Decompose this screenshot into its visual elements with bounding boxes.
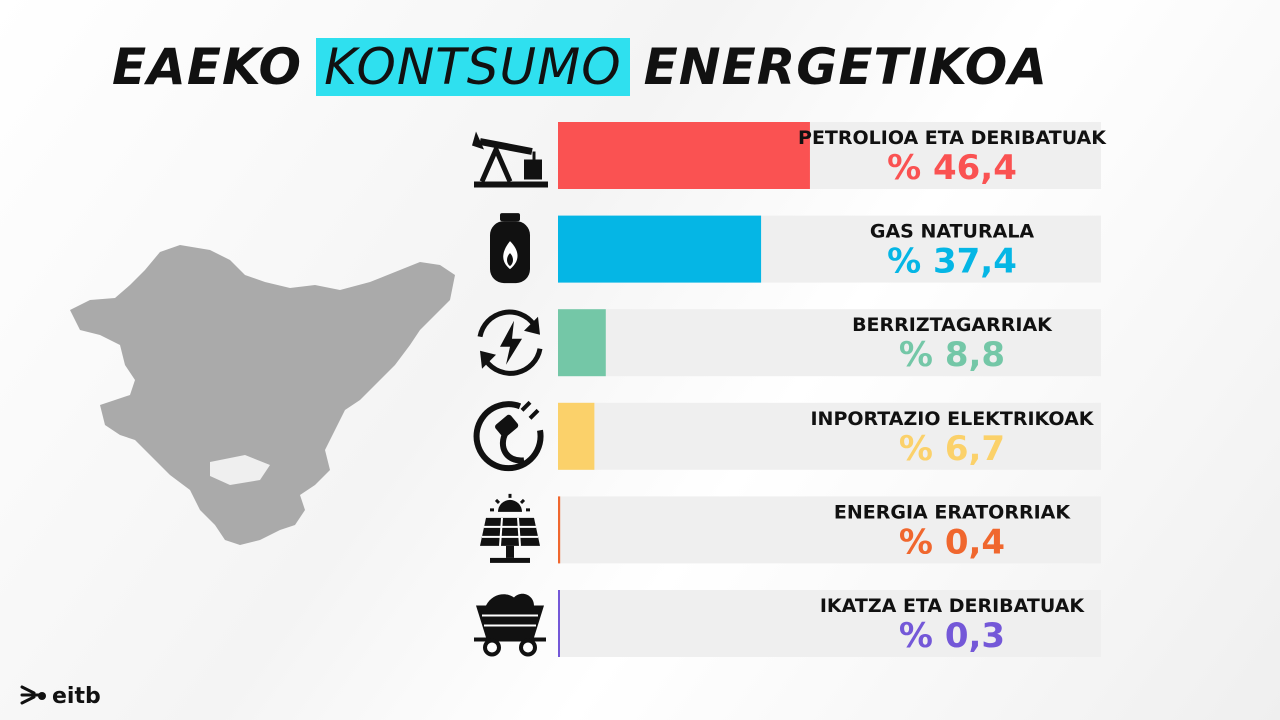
page-title: EAEKO KONTSUMO ENERGETIKOA <box>112 30 1048 104</box>
bar-value-label: % 37,4 <box>887 242 1017 282</box>
title-part-3: ENERGETIKOA <box>643 38 1048 96</box>
bar-category-label: INPORTAZIO ELEKTRIKOAK <box>810 408 1094 430</box>
bar-track <box>558 309 1101 377</box>
oil-pump-icon <box>472 131 548 188</box>
bar-category-label: IKATZA ETA DERIBATUAK <box>820 595 1086 617</box>
bar-row: IKATZA ETA DERIBATUAK% 0,3 <box>474 590 1101 657</box>
basque-country-map <box>70 245 455 545</box>
bar-row: GAS NATURALA% 37,4 <box>490 213 1101 284</box>
renewable-cycle-icon <box>477 309 543 376</box>
bar-track <box>558 496 1101 564</box>
eitb-logo-text: eitb <box>52 683 101 709</box>
bar-value-label: % 8,8 <box>899 335 1005 375</box>
bar-category-label: PETROLIOA ETA DERIBATUAK <box>798 127 1107 149</box>
map-enclave <box>210 455 270 485</box>
bar-category-label: GAS NATURALA <box>870 221 1035 243</box>
gas-cylinder-icon <box>490 213 530 284</box>
coal-cart-icon <box>474 593 546 657</box>
title-part-1: EAEKO <box>112 38 303 96</box>
bar-fill <box>558 402 595 470</box>
bar-value-label: % 0,4 <box>899 522 1005 562</box>
bar-category-label: ENERGIA ERATORRIAK <box>834 501 1071 523</box>
solar-panel-icon <box>480 493 540 563</box>
bar-row: INPORTAZIO ELEKTRIKOAK% 6,7 <box>473 400 1101 472</box>
bar-category-label: BERRIZTAGARRIAK <box>852 314 1053 336</box>
bar-track <box>558 402 1101 470</box>
bar-value-label: % 6,7 <box>899 429 1005 469</box>
eitb-logo-icon <box>20 685 46 705</box>
bar-fill <box>558 496 561 564</box>
title-part-2-highlight: KONTSUMO <box>316 38 630 96</box>
bar-value-label: % 0,3 <box>899 616 1005 656</box>
map-shape <box>70 245 455 545</box>
bar-row: BERRIZTAGARRIAK% 8,8 <box>477 309 1101 377</box>
bar-track <box>558 590 1101 657</box>
bar-fill <box>558 590 560 657</box>
bar-value-label: % 46,4 <box>887 148 1017 188</box>
electric-plug-icon <box>473 400 544 472</box>
bar-fill <box>558 215 762 283</box>
eitb-logo: eitb <box>20 680 101 712</box>
bar-row: PETROLIOA ETA DERIBATUAK% 46,4 <box>472 122 1107 189</box>
bar-fill <box>558 309 606 377</box>
bar-row: ENERGIA ERATORRIAK% 0,4 <box>480 493 1101 564</box>
bar-fill <box>558 122 810 189</box>
